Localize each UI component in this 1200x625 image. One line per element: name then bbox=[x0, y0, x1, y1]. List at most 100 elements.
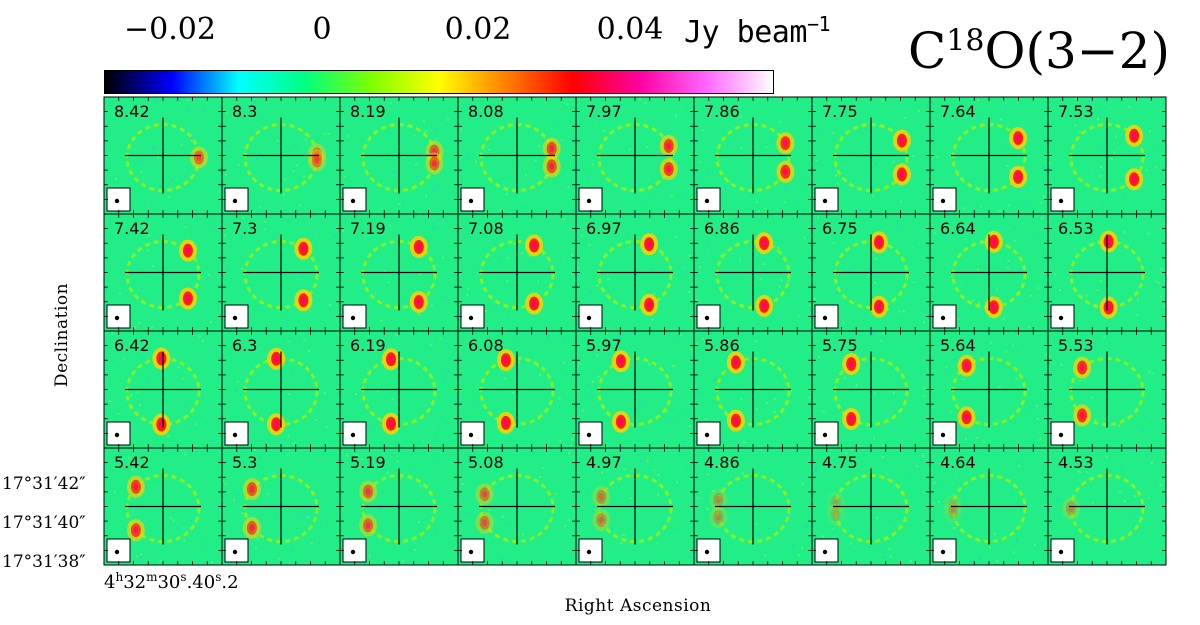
noise-pixel bbox=[669, 203, 672, 206]
noise-pixel bbox=[488, 508, 491, 511]
noise-pixel bbox=[186, 99, 189, 102]
noise-pixel bbox=[638, 214, 641, 217]
noise-pixel bbox=[465, 512, 468, 515]
noise-pixel bbox=[1099, 143, 1102, 146]
noise-pixel bbox=[638, 553, 641, 556]
noise-pixel bbox=[893, 513, 896, 516]
noise-pixel bbox=[740, 116, 743, 119]
velocity-label: 6.3 bbox=[232, 336, 257, 355]
channel-panel: 6.19 bbox=[339, 330, 459, 449]
noise-pixel bbox=[402, 200, 404, 203]
noise-pixel bbox=[335, 347, 337, 349]
noise-pixel bbox=[555, 388, 558, 391]
channel-panel: 5.08 bbox=[457, 447, 577, 566]
noise-pixel bbox=[977, 99, 980, 102]
velocity-label: 5.19 bbox=[350, 453, 386, 472]
noise-pixel bbox=[834, 174, 837, 177]
noise-pixel bbox=[1005, 102, 1008, 105]
noise-pixel bbox=[676, 481, 679, 484]
noise-pixel bbox=[698, 465, 701, 468]
noise-pixel bbox=[259, 455, 262, 458]
emission-peak-core bbox=[715, 496, 721, 504]
emission-peak-core bbox=[598, 493, 604, 501]
noise-pixel bbox=[392, 103, 395, 106]
noise-pixel bbox=[602, 129, 605, 132]
noise-pixel bbox=[898, 223, 901, 226]
emission-peak-core bbox=[1079, 411, 1085, 419]
noise-pixel bbox=[763, 331, 766, 334]
noise-pixel bbox=[419, 485, 422, 488]
noise-pixel bbox=[1060, 363, 1063, 366]
ra-minutes: 32 bbox=[123, 572, 147, 593]
noise-pixel bbox=[586, 383, 589, 386]
noise-pixel bbox=[676, 534, 679, 537]
noise-pixel bbox=[1007, 260, 1010, 263]
noise-pixel bbox=[931, 102, 934, 105]
noise-pixel bbox=[828, 102, 830, 105]
noise-pixel bbox=[471, 232, 474, 235]
noise-pixel bbox=[410, 561, 413, 564]
ra-seconds-frac-2: .2 bbox=[221, 572, 239, 593]
noise-pixel bbox=[557, 109, 560, 112]
noise-pixel bbox=[832, 528, 835, 531]
noise-pixel bbox=[913, 245, 916, 248]
velocity-label: 7.97 bbox=[586, 102, 622, 121]
noise-pixel bbox=[225, 303, 228, 306]
noise-pixel bbox=[509, 390, 512, 393]
noise-pixel bbox=[727, 339, 729, 341]
noise-pixel bbox=[325, 425, 328, 428]
noise-pixel bbox=[241, 512, 244, 515]
noise-pixel bbox=[1091, 501, 1094, 504]
beam-ellipse bbox=[704, 549, 710, 555]
noise-pixel bbox=[404, 496, 407, 499]
noise-pixel bbox=[1094, 274, 1097, 277]
noise-pixel bbox=[1079, 471, 1081, 473]
noise-pixel bbox=[318, 542, 321, 545]
emission-peak-core bbox=[782, 168, 788, 176]
noise-pixel bbox=[155, 199, 158, 202]
noise-pixel bbox=[984, 141, 987, 144]
noise-pixel bbox=[499, 259, 502, 262]
line-title-superscript: 18 bbox=[946, 23, 985, 59]
noise-pixel bbox=[315, 419, 318, 421]
noise-pixel bbox=[635, 180, 637, 183]
noise-pixel bbox=[882, 444, 885, 447]
noise-pixel bbox=[539, 475, 542, 478]
noise-pixel bbox=[778, 100, 781, 102]
noise-pixel bbox=[604, 547, 607, 550]
noise-pixel bbox=[608, 327, 611, 330]
noise-pixel bbox=[252, 158, 254, 161]
noise-pixel bbox=[804, 478, 807, 481]
noise-pixel bbox=[576, 320, 579, 323]
noise-pixel bbox=[218, 384, 220, 387]
noise-pixel bbox=[1012, 551, 1015, 554]
emission-peak-core bbox=[876, 238, 882, 246]
noise-pixel bbox=[211, 308, 214, 311]
noise-pixel bbox=[923, 416, 926, 419]
noise-pixel bbox=[1020, 328, 1023, 331]
noise-pixel bbox=[688, 291, 691, 294]
noise-pixel bbox=[619, 457, 622, 460]
noise-pixel bbox=[335, 413, 338, 416]
noise-pixel bbox=[402, 155, 405, 158]
beam-ellipse bbox=[586, 198, 592, 204]
noise-pixel bbox=[878, 545, 881, 548]
noise-pixel bbox=[831, 167, 834, 170]
noise-pixel bbox=[142, 179, 145, 182]
noise-pixel bbox=[1092, 464, 1095, 467]
noise-pixel bbox=[648, 448, 651, 451]
noise-pixel bbox=[451, 299, 454, 302]
noise-pixel bbox=[612, 442, 615, 445]
emission-peak-core bbox=[133, 483, 139, 491]
noise-pixel bbox=[124, 115, 127, 118]
noise-pixel bbox=[965, 437, 968, 440]
noise-pixel bbox=[629, 497, 632, 500]
noise-pixel bbox=[1110, 157, 1113, 160]
noise-pixel bbox=[143, 546, 146, 549]
noise-pixel bbox=[452, 358, 455, 361]
velocity-label: 4.75 bbox=[822, 453, 858, 472]
noise-pixel bbox=[1129, 443, 1132, 446]
noise-pixel bbox=[391, 397, 394, 400]
noise-pixel bbox=[151, 145, 154, 148]
noise-pixel bbox=[855, 384, 858, 387]
